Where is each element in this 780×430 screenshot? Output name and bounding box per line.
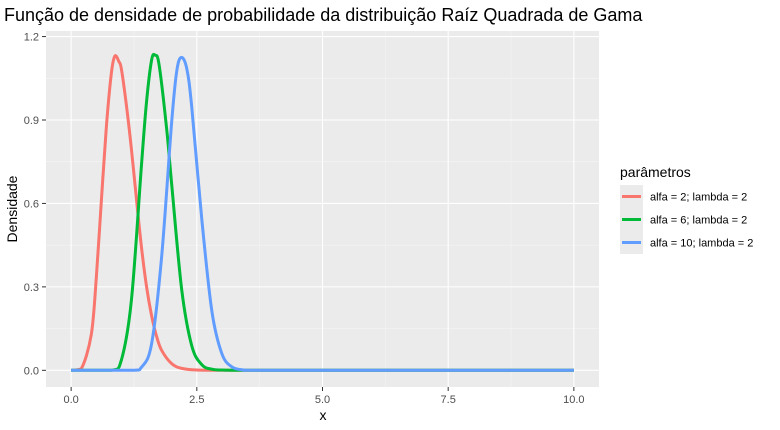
series-line-3 [71, 55, 574, 372]
series-lines [70, 52, 574, 372]
y-axis: 0.0 0.3 0.6 0.9 1.2 [24, 32, 46, 377]
y-tick-label: 1.2 [24, 32, 39, 44]
legend: parâmetros alfa = 2; lambda = 2 alfa = 6;… [620, 164, 753, 254]
chart-title: Função de densidade de probabilidade da … [4, 5, 643, 25]
x-tick-label: 10.0 [563, 394, 584, 406]
y-tick-label: 0.6 [24, 198, 39, 210]
legend-label: alfa = 6; lambda = 2 [650, 215, 747, 227]
legend-label: alfa = 2; lambda = 2 [650, 192, 747, 204]
series-line-1 [70, 54, 574, 372]
legend-title: parâmetros [620, 164, 691, 180]
x-tick-label: 5.0 [315, 394, 330, 406]
y-tick-label: 0.9 [24, 115, 39, 127]
legend-label: alfa = 10; lambda = 2 [650, 238, 753, 250]
x-axis-title: x [320, 407, 327, 423]
y-tick-label: 0.0 [24, 365, 39, 377]
x-tick-label: 7.5 [441, 394, 456, 406]
x-tick-label: 2.5 [189, 394, 204, 406]
x-axis: 0.0 2.5 5.0 7.5 10.0 [63, 387, 585, 406]
y-axis-title: Densidade [4, 175, 20, 242]
x-tick-label: 0.0 [63, 394, 78, 406]
y-tick-label: 0.3 [24, 282, 39, 294]
